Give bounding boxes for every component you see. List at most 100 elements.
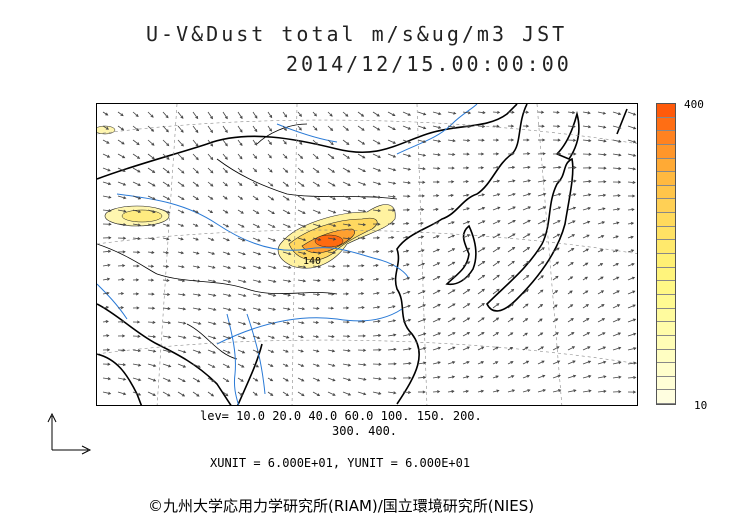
wind-arrow [612,276,619,281]
wind-arrow [492,303,500,309]
wind-arrow-head [527,165,531,169]
wind-arrow-head [286,197,290,201]
wind-arrow-head [122,264,126,268]
wind-arrow [282,125,287,131]
wind-arrow-head [303,251,307,255]
wind-arrow [522,166,530,169]
wind-arrow-head [570,304,574,308]
wind-arrow [177,391,185,397]
wind-arrow-head [299,155,304,159]
wind-arrow-head [408,333,412,337]
wind-arrow [162,279,169,281]
wind-arrow-head [197,364,201,368]
colorbar-cell [657,294,675,309]
wind-arrow [102,153,110,158]
wind-arrow [327,363,335,367]
wind-arrow [402,263,410,267]
wind-arrow [312,321,319,324]
wind-arrow [342,167,351,173]
wind-arrow [312,195,321,201]
wind-arrow-head [378,348,382,352]
wind-arrow-head [318,251,322,255]
wind-arrow [147,223,155,227]
wind-arrow-head [392,168,397,172]
wind-arrow [447,139,456,142]
wind-arrow-head [512,179,516,183]
wind-arrow [117,125,124,131]
wind-arrow [372,209,381,212]
wind-arrow [582,194,591,197]
wind-arrow-head [554,304,558,308]
wind-arrow [432,290,441,295]
wind-arrow-head [601,304,605,308]
wind-arrow-head [420,221,424,225]
wind-arrow-head [213,307,217,311]
wind-arrow [537,318,543,323]
wind-arrow [432,167,440,169]
wind-arrow-head [362,334,366,338]
wind-arrow [357,125,365,131]
wind-arrow [552,261,559,267]
wind-arrow [477,390,484,393]
wind-arrow-head [497,193,501,197]
wind-arrow [192,279,200,282]
wind-arrow [627,167,636,170]
wind-arrow [627,222,634,225]
wind-arrow [522,332,528,337]
wind-arrow [177,251,184,254]
wind-arrow-head [438,112,442,116]
wind-arrow-head [243,294,247,297]
wind-arrow [297,125,302,131]
wind-arrow-head [525,318,529,322]
wind-arrow [222,293,231,297]
wind-arrow [447,125,456,128]
wind-arrow [162,139,169,146]
wind-arrow [357,181,366,186]
wind-arrow-head [554,290,559,294]
wind-arrow [477,317,485,323]
wind-arrow [222,391,229,397]
wind-arrow [417,362,426,365]
wind-arrow-head [298,127,302,131]
wind-arrow-head [526,374,530,378]
wind-arrow [402,391,411,393]
wind-arrow [282,335,289,339]
wind-arrow [582,332,590,337]
wind-arrow-head [363,363,367,367]
wind-arrow-head [122,250,126,254]
wind-arrow-head [422,390,426,394]
wind-arrow [477,234,485,239]
wind-arrow-head [603,360,607,364]
wind-arrow-head [616,207,621,211]
wind-arrow [132,167,141,173]
wind-arrow [252,391,258,396]
wind-arrow [117,111,124,117]
wind-arrow [132,195,141,200]
wind-arrow-head [122,155,126,159]
wind-arrow-head [633,376,637,380]
wind-arrow-head [437,390,441,394]
wind-arrow-head [572,110,576,115]
colorbar-cell [657,226,675,241]
wind-arrow-head [241,364,245,368]
wind-arrow-head [497,233,501,237]
wind-arrow [387,278,394,281]
wind-arrow-head [408,361,412,365]
wind-arrow [177,195,185,200]
wind-arrow [462,275,470,281]
wind-arrow [282,209,290,214]
wind-arrow [522,389,530,393]
wind-arrow-head [123,209,127,213]
wind-arrow [357,111,364,117]
wind-arrow [132,153,140,159]
wind-arrow-head [299,141,303,145]
wind-arrow-head [105,126,110,130]
wind-arrow-head [210,393,215,397]
colorbar-cell [657,322,675,336]
wind-arrow-head [603,153,607,157]
wind-arrow-head [437,318,441,321]
wind-arrow-head [482,110,486,115]
colorbar-cell [657,376,675,391]
wind-arrow [627,290,635,295]
wind-arrow [132,377,141,381]
